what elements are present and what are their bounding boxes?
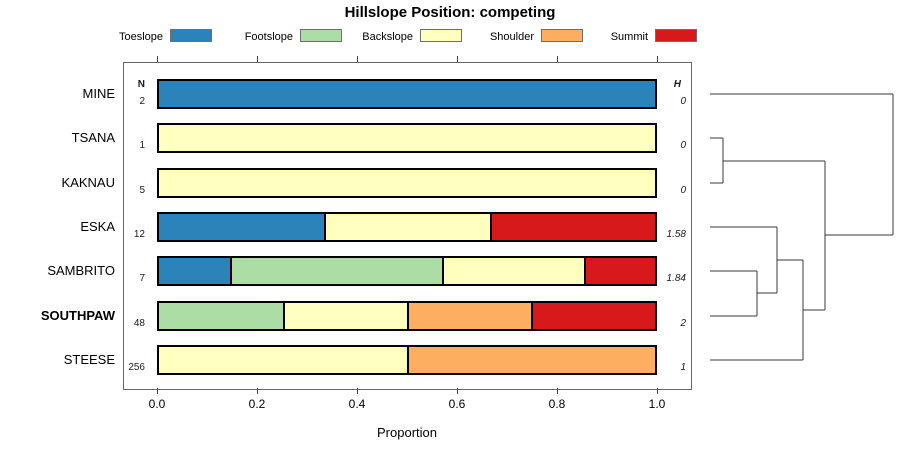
h-value: 1 <box>680 362 686 373</box>
bar-segment-footslope <box>230 258 442 284</box>
bar-segment-toeslope <box>159 81 655 107</box>
h-value: 2 <box>680 318 686 329</box>
bar-segment-toeslope <box>159 214 324 240</box>
n-value: 5 <box>139 185 145 196</box>
axis-tick-top <box>457 56 458 62</box>
legend-swatch-footslope <box>300 29 342 42</box>
stacked-bar <box>157 301 657 331</box>
row-label: ESKA <box>80 219 115 234</box>
n-value: 12 <box>133 229 145 240</box>
bar-segment-backslope <box>442 258 584 284</box>
n-value: 7 <box>139 273 145 284</box>
n-value: 1 <box>139 140 145 151</box>
chart-title: Hillslope Position: competing <box>344 4 556 21</box>
axis-tick-top <box>657 56 658 62</box>
axis-tick-bottom <box>357 388 358 394</box>
bar-segment-toeslope <box>159 258 230 284</box>
h-value: 0 <box>680 96 686 107</box>
bar-segment-shoulder <box>407 303 531 329</box>
n-value: 2 <box>139 96 145 107</box>
axis-tick-label: 0.0 <box>148 397 166 411</box>
bar-segment-summit <box>531 303 655 329</box>
axis-tick-bottom <box>557 388 558 394</box>
axis-tick-top <box>157 56 158 62</box>
h-value: 0 <box>680 140 686 151</box>
legend-label: Footslope <box>244 31 293 43</box>
plot-frame <box>123 62 692 390</box>
h-value: 1.58 <box>666 229 686 240</box>
legend-swatch-backslope <box>420 29 462 42</box>
bar-segment-backslope <box>159 170 655 196</box>
stacked-bar <box>157 345 657 375</box>
axis-tick-top <box>557 56 558 62</box>
bar-segment-backslope <box>159 347 407 373</box>
bar-segment-summit <box>584 258 655 284</box>
bar-segment-backslope <box>283 303 407 329</box>
stacked-bar <box>157 123 657 153</box>
x-axis-label: Proportion <box>377 425 437 440</box>
n-value: 48 <box>133 318 145 329</box>
stacked-bar <box>157 256 657 286</box>
legend-swatch-summit <box>655 29 697 42</box>
axis-tick-top <box>357 56 358 62</box>
row-label: TSANA <box>71 130 115 145</box>
row-label: KAKNAU <box>61 175 115 190</box>
axis-tick-bottom <box>257 388 258 394</box>
axis-tick-label: 0.2 <box>248 397 266 411</box>
bar-segment-summit <box>490 214 655 240</box>
legend-label: Toeslope <box>118 31 163 43</box>
bar-segment-backslope <box>324 214 490 240</box>
stacked-bar <box>157 212 657 242</box>
axis-tick-bottom <box>657 388 658 394</box>
legend-label: Backslope <box>362 31 413 43</box>
legend-label: Summit <box>610 31 648 43</box>
legend-label: Shoulder <box>489 31 534 43</box>
stacked-bar <box>157 79 657 109</box>
row-label: SOUTHPAW <box>40 308 115 323</box>
row-label: STEESE <box>63 352 115 367</box>
axis-tick-bottom <box>457 388 458 394</box>
axis-tick-top <box>257 56 258 62</box>
axis-tick-label: 0.6 <box>448 397 466 411</box>
row-label: SAMBRITO <box>47 263 115 278</box>
h-value: 1.84 <box>666 273 686 284</box>
axis-tick-label: 0.8 <box>548 397 566 411</box>
axis-tick-label: 1.0 <box>648 397 666 411</box>
h-value: 0 <box>680 185 686 196</box>
bar-segment-shoulder <box>407 347 655 373</box>
bar-segment-footslope <box>159 303 283 329</box>
axis-tick-bottom <box>157 388 158 394</box>
legend-swatch-shoulder <box>541 29 583 42</box>
legend-swatch-toeslope <box>170 29 212 42</box>
n-value: 256 <box>128 362 145 373</box>
axis-tick-label: 0.4 <box>348 397 366 411</box>
bar-segment-backslope <box>159 125 655 151</box>
stacked-bar <box>157 168 657 198</box>
h-column-header: H <box>673 79 681 90</box>
row-label: MINE <box>82 86 116 101</box>
n-column-header: N <box>137 79 145 90</box>
